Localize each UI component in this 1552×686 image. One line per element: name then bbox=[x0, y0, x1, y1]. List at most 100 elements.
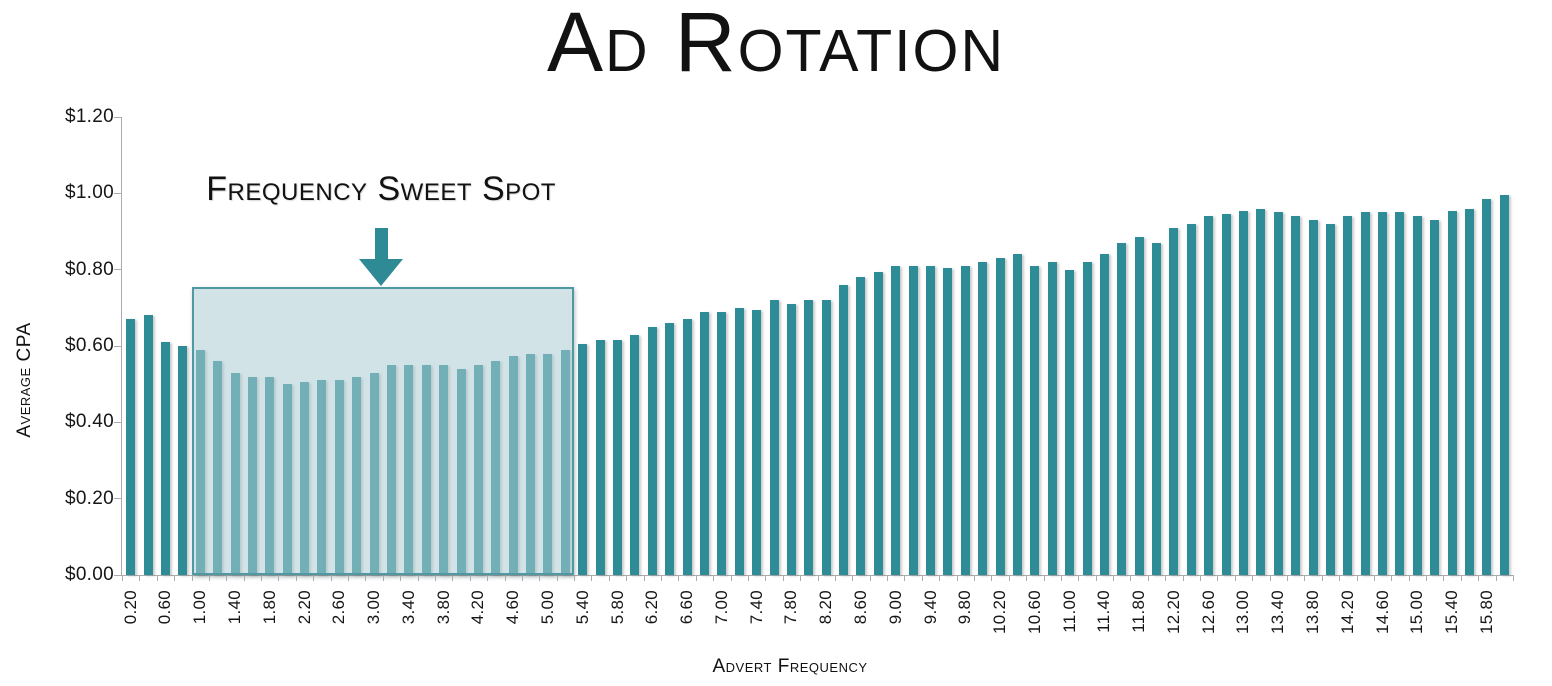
y-tick-label: $0.00 bbox=[64, 564, 114, 585]
x-tick bbox=[504, 576, 506, 581]
x-tick bbox=[869, 576, 871, 581]
bar bbox=[1482, 199, 1492, 575]
bar bbox=[856, 277, 866, 575]
x-axis-line bbox=[114, 575, 1514, 576]
y-tick-label: $0.20 bbox=[64, 487, 114, 509]
bar bbox=[839, 284, 849, 575]
y-tick bbox=[114, 116, 122, 118]
x-tick bbox=[695, 576, 697, 581]
x-tick bbox=[1078, 576, 1080, 581]
x-tick bbox=[956, 576, 958, 581]
bar bbox=[1273, 212, 1283, 575]
x-tick-label: 0.20 bbox=[120, 590, 140, 625]
x-tick-label: 13.00 bbox=[1233, 590, 1253, 635]
x-tick bbox=[661, 576, 662, 581]
x-tick bbox=[313, 576, 315, 581]
x-tick bbox=[278, 576, 280, 581]
x-tick-label: 10.20 bbox=[990, 590, 1010, 635]
down-arrow-icon bbox=[359, 227, 404, 286]
x-tick-label: 7.80 bbox=[781, 590, 801, 625]
bar bbox=[682, 319, 692, 575]
x-tick bbox=[139, 576, 141, 581]
x-tick bbox=[295, 576, 297, 581]
x-tick bbox=[243, 576, 245, 581]
x-tick bbox=[678, 576, 680, 581]
x-tick-label: 10.60 bbox=[1024, 590, 1044, 635]
bar bbox=[786, 304, 796, 575]
bar bbox=[891, 265, 901, 575]
x-tick-label: 2.60 bbox=[329, 590, 349, 625]
x-tick bbox=[608, 576, 610, 581]
x-axis-title: Advert Frequency bbox=[712, 656, 868, 677]
arrow-head bbox=[359, 258, 404, 286]
y-tick-label: $0.80 bbox=[64, 258, 114, 280]
x-tick-label: 14.20 bbox=[1337, 590, 1357, 635]
x-tick bbox=[1339, 576, 1341, 581]
x-tick bbox=[834, 576, 836, 581]
bar bbox=[978, 262, 988, 575]
bar bbox=[1012, 254, 1022, 575]
x-tick bbox=[1286, 576, 1288, 581]
bar bbox=[1030, 265, 1040, 575]
x-tick-label: 5.00 bbox=[537, 590, 557, 625]
x-tick-label: 12.20 bbox=[1163, 590, 1183, 635]
plot-area: Frequency Sweet Spot $1.20 $1.00 $0.80 $0.6… bbox=[65, 106, 1514, 634]
x-tick bbox=[1008, 576, 1010, 581]
x-tick-label: 4.20 bbox=[468, 590, 488, 625]
x-tick-label: 8.60 bbox=[850, 590, 870, 625]
bar bbox=[1430, 220, 1440, 575]
bar bbox=[995, 258, 1005, 575]
bar bbox=[1047, 262, 1057, 575]
x-tick-label: 4.60 bbox=[503, 590, 523, 625]
bar bbox=[1186, 223, 1196, 575]
x-tick bbox=[1460, 576, 1462, 581]
bar bbox=[595, 340, 605, 575]
x-tick bbox=[1408, 576, 1410, 581]
bar bbox=[1343, 216, 1353, 575]
bar bbox=[943, 267, 953, 575]
sweet-spot-region bbox=[191, 286, 575, 575]
x-tick-label: 5.80 bbox=[607, 590, 627, 625]
x-tick bbox=[469, 576, 471, 581]
x-tick-label: 13.40 bbox=[1268, 590, 1288, 635]
x-tick bbox=[261, 576, 263, 581]
bar bbox=[1117, 242, 1127, 575]
y-tick bbox=[114, 269, 122, 271]
x-tick bbox=[365, 576, 367, 581]
bar bbox=[578, 344, 588, 575]
x-tick bbox=[382, 576, 384, 581]
page-title: Ad Rotation bbox=[546, 0, 1006, 89]
x-tick bbox=[348, 576, 350, 581]
x-tick-label: 0.60 bbox=[155, 590, 175, 625]
x-tick bbox=[973, 576, 975, 581]
bar bbox=[1152, 242, 1162, 575]
x-tick bbox=[400, 576, 402, 581]
bar bbox=[143, 315, 153, 575]
x-tick bbox=[574, 576, 576, 581]
y-tick bbox=[114, 345, 122, 347]
x-tick bbox=[939, 576, 941, 581]
bar bbox=[1447, 210, 1457, 575]
bar bbox=[873, 271, 883, 575]
x-tick-label: 1.80 bbox=[259, 590, 279, 625]
bar bbox=[908, 265, 918, 575]
y-tick bbox=[114, 498, 122, 500]
bar bbox=[1412, 216, 1422, 575]
bar bbox=[647, 326, 657, 575]
x-tick bbox=[1147, 576, 1149, 581]
x-tick bbox=[1200, 576, 1202, 581]
x-tick bbox=[539, 576, 541, 581]
x-tick bbox=[713, 576, 715, 581]
x-tick bbox=[591, 576, 593, 581]
y-tick bbox=[114, 421, 122, 423]
x-tick bbox=[208, 576, 210, 581]
x-tick bbox=[226, 576, 228, 581]
y-tick bbox=[114, 192, 122, 194]
bar bbox=[1308, 220, 1318, 575]
x-tick bbox=[1513, 576, 1514, 581]
x-tick bbox=[1373, 576, 1375, 581]
x-tick bbox=[626, 576, 628, 581]
x-tick-label: 9.80 bbox=[955, 590, 975, 625]
bar bbox=[1256, 208, 1266, 575]
x-tick bbox=[800, 576, 802, 581]
